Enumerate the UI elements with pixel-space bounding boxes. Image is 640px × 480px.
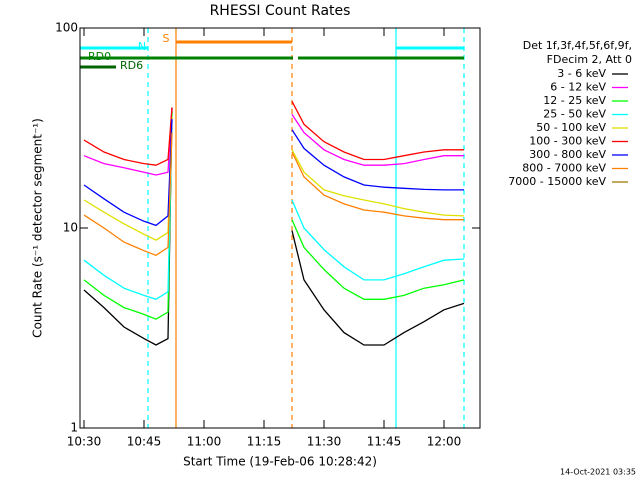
series-line [83,107,173,166]
y-tick-label: 100 [55,21,78,35]
x-tick-label: 10:30 [67,435,102,449]
series-line [291,149,465,217]
x-tick-label: 11:00 [187,435,222,449]
series-line [291,151,464,221]
series-line [83,132,173,257]
legend-label: 6 - 12 keV [550,81,606,94]
series-line [83,116,173,301]
legend-label: 3 - 6 keV [557,67,606,80]
footer: 14-Oct-2021 03:35 [560,468,636,477]
series-line [83,111,173,320]
series-line [291,129,464,191]
series-line [291,100,464,161]
annotation-label: S [163,32,170,45]
legend-label: 800 - 7000 keV [522,162,606,175]
x-axis-label: Start Time (19-Feb-06 10:28:42) [183,455,377,469]
x-tick-label: 11:45 [367,435,402,449]
series-line [83,119,173,227]
x-tick-label: 11:15 [247,435,282,449]
y-tick-label: 10 [63,221,78,235]
legend-header: Det 1f,3f,4f,5f,6f,9f, [523,39,632,52]
series-line [291,199,465,281]
series-line [291,230,465,346]
chart-title: RHESSI Count Rates [210,3,351,19]
legend-label: 12 - 25 keV [543,94,606,107]
series-line [291,219,465,300]
x-tick-label: 11:30 [307,435,342,449]
x-tick-label: 10:45 [127,435,162,449]
legend-header: FDecim 2, Att 0 [547,53,632,66]
series-line [291,114,464,166]
legend-label: 300 - 800 keV [529,148,606,161]
legend-label: 50 - 100 keV [536,121,606,134]
annotation-label: RD6 [120,59,143,72]
x-tick-label: 12:00 [427,435,462,449]
y-tick-label: 1 [70,421,78,435]
y-axis-label: Count Rate (s⁻¹ detector segment⁻¹) [31,118,45,338]
series-line [83,107,173,176]
legend-label: 100 - 300 keV [529,135,606,148]
series-line [83,107,173,346]
legend-label: 25 - 50 keV [543,108,606,121]
legend-label: 7000 - 15000 keV [508,175,606,188]
annotation-label: RD0 [88,50,111,63]
annotation-label: N [138,40,146,53]
